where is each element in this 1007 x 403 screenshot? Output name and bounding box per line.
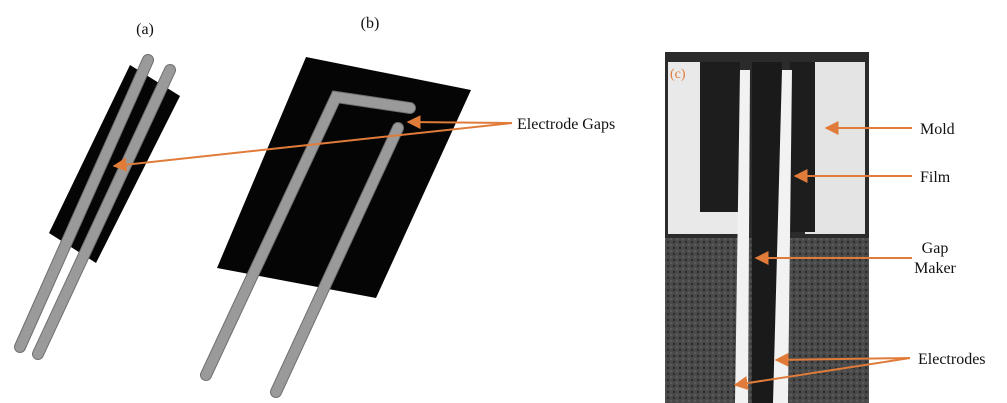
photo: (c)	[665, 52, 869, 403]
electrode-rod	[38, 70, 170, 354]
annotation-label: Electrode Gaps	[517, 116, 615, 133]
annotation-label: Mold	[920, 121, 955, 138]
annotation-label: Gap	[922, 240, 949, 257]
figure: (a) (b) Electrode Gaps (c) Mold Film Gap…	[0, 0, 1007, 403]
electrode-rod	[20, 60, 148, 347]
annotation-label: Electrodes	[918, 351, 986, 368]
panel-label: (c)	[670, 67, 686, 82]
film-strip	[790, 62, 815, 232]
panel-label: (b)	[361, 15, 380, 32]
panel-label: (a)	[136, 21, 154, 38]
film-strip	[700, 62, 740, 212]
annotation-label: Maker	[914, 260, 956, 277]
page: {"panels": {"a": {"label": "(a)"}, "b": …	[0, 0, 1007, 403]
annotation-label: Film	[920, 169, 951, 186]
annotation-arrow	[408, 122, 512, 123]
